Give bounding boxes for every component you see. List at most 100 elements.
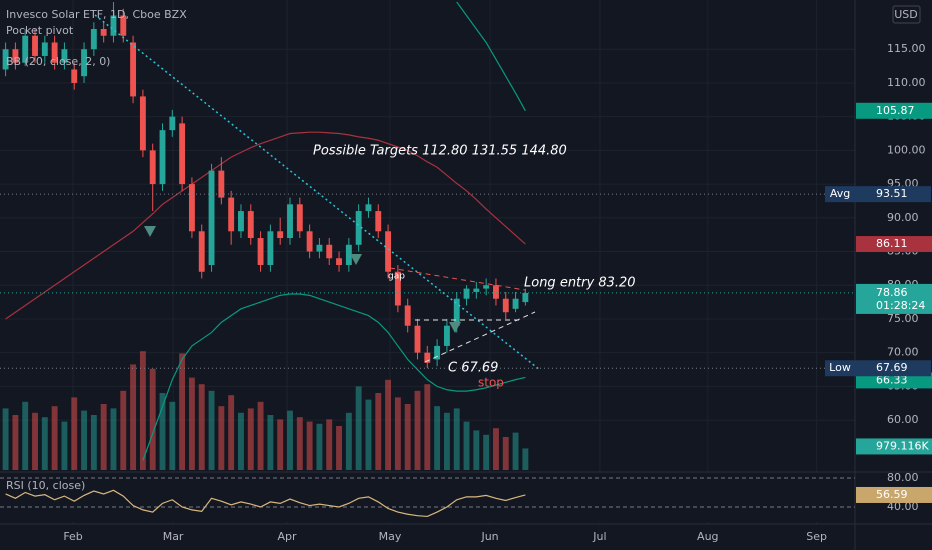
price-badge-name: [825, 186, 855, 203]
volume-bar: [188, 377, 195, 470]
candle-body: [375, 211, 382, 232]
volume-bar: [228, 395, 235, 470]
candle-body: [208, 170, 215, 266]
price-badge: [856, 102, 932, 119]
volume-bar: [247, 408, 254, 470]
candle-layer: [2, 2, 529, 369]
volume-bar: [483, 434, 490, 470]
candle-body: [522, 292, 529, 303]
price-badge-value: 78.86: [876, 286, 908, 299]
annotation: C 67.69: [448, 361, 498, 376]
candle-body: [287, 204, 293, 239]
x-tick-label: Aug: [697, 530, 718, 543]
bb-middle: [5, 131, 526, 320]
candle-body: [345, 244, 352, 266]
candle-body: [365, 204, 372, 212]
volume-bar: [2, 408, 9, 470]
price-badge-value: 86.11: [876, 237, 908, 250]
price-badge-value: 56.59: [876, 488, 908, 501]
x-tick-label: Sep: [806, 530, 827, 543]
candle-body: [71, 69, 78, 83]
candle-body: [32, 35, 38, 56]
volume-bar: [277, 419, 284, 470]
volume-bar: [434, 406, 441, 470]
volume-bar: [32, 412, 38, 470]
price-badge-name: Avg: [830, 187, 850, 200]
volume-layer: [2, 351, 529, 470]
annotation: Long entry 83.20: [524, 276, 636, 291]
volume-bar: [463, 421, 470, 470]
candle-body: [394, 271, 401, 306]
price-badge-value: 66.33: [876, 373, 908, 386]
price-badge-value: 93.51: [876, 187, 908, 200]
volume-bar: [424, 384, 431, 470]
volume-bar: [443, 412, 450, 470]
volume-bar: [149, 368, 156, 470]
volume-bar: [169, 401, 176, 470]
candle-body: [277, 231, 284, 239]
countdown: 01:28:24: [876, 299, 925, 312]
candle-body: [22, 35, 29, 63]
volume-bar: [394, 397, 401, 470]
volume-bar: [385, 379, 392, 470]
volume-bar: [159, 393, 166, 470]
volume-bar: [81, 410, 87, 470]
volume-bar: [22, 401, 29, 470]
volume-bar: [12, 415, 19, 470]
annotation: gap: [388, 272, 405, 282]
volume-bar: [198, 384, 205, 470]
volume-bar: [90, 415, 97, 470]
price-badge-value: 979.116K: [876, 439, 929, 452]
candle-body: [51, 42, 58, 63]
volume-bar: [493, 428, 499, 470]
volume-bar: [218, 406, 225, 470]
candle-body: [316, 244, 323, 252]
legend-rsi: RSI (10, close): [6, 479, 85, 492]
candle-body: [81, 49, 87, 77]
volume-bar: [287, 410, 293, 470]
bb-upper: [456, 1, 526, 112]
x-tick-label: May: [379, 530, 402, 543]
candle-body: [247, 211, 254, 239]
candle-body: [120, 15, 127, 36]
currency-badge[interactable]: [892, 5, 921, 24]
volume-bar: [238, 412, 244, 470]
price-badge-name: [825, 360, 855, 377]
price-badge: [855, 360, 931, 377]
y-tick-label: 75.00: [887, 312, 919, 325]
candle-body: [355, 211, 362, 245]
price-badge: [856, 372, 932, 389]
volume-bar: [326, 419, 333, 470]
volume-bar: [453, 408, 460, 470]
candle-body: [41, 42, 48, 56]
volume-bar: [512, 432, 519, 470]
candle-body: [90, 28, 97, 50]
y-tick-label: 70.00: [887, 346, 919, 359]
candle-body: [336, 258, 342, 266]
y-tick-label: 60.00: [887, 413, 919, 426]
volume-bar: [179, 353, 186, 470]
candle-body: [100, 28, 107, 36]
candle-body: [267, 231, 274, 266]
candle-body: [12, 49, 19, 63]
y-tick-label: 115.00: [887, 42, 926, 55]
candle-body: [169, 116, 176, 131]
candle-body: [512, 298, 519, 309]
volume-bar: [375, 393, 382, 470]
volume-bar: [267, 415, 274, 470]
x-tick-label: Feb: [63, 530, 82, 543]
candle-body: [179, 123, 186, 185]
candle-body: [385, 231, 392, 272]
y-tick-label: 90.00: [887, 211, 919, 224]
candle-body: [159, 130, 166, 185]
candle-body: [414, 325, 421, 353]
candle-body: [473, 288, 480, 292]
overlay-layer: [5, 1, 526, 461]
candle-body: [198, 231, 205, 272]
candle-body: [139, 96, 146, 151]
candle-body: [257, 238, 264, 266]
legend-indicator: Pocket pivot: [6, 24, 74, 37]
volume-bar: [51, 406, 58, 470]
